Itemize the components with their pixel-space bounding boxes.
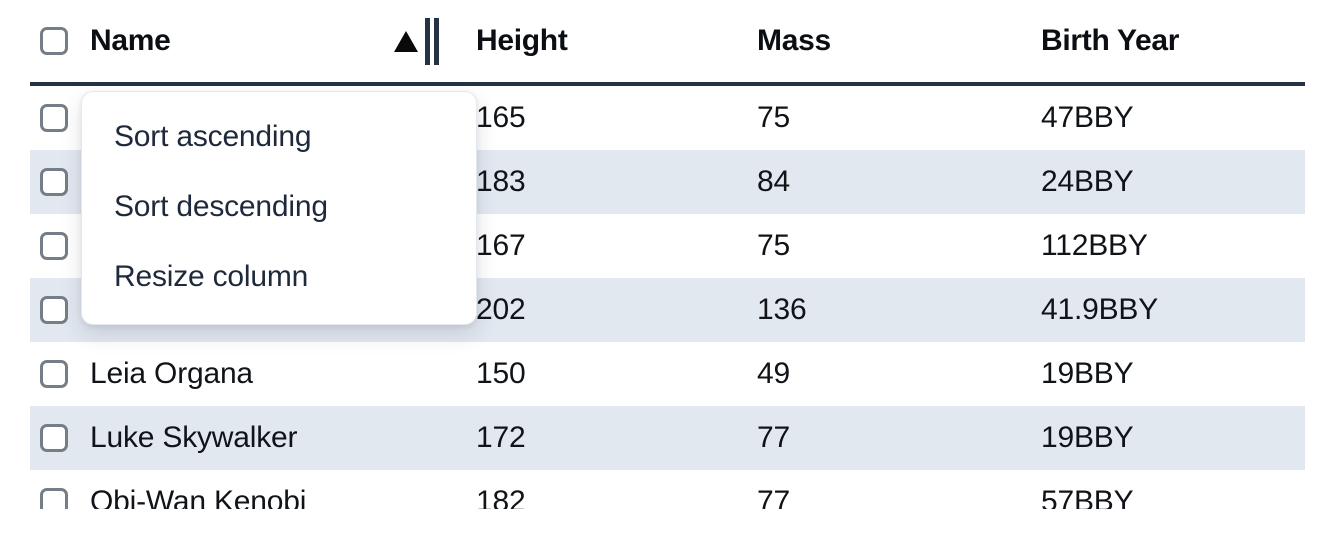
header-checkbox-cell bbox=[30, 27, 90, 55]
cell-mass: 84 bbox=[757, 165, 790, 198]
row-checkbox[interactable] bbox=[40, 168, 68, 196]
cell-name: Leia Organa bbox=[90, 357, 253, 390]
table-header-row: Name Height Mass Birth Year bbox=[30, 0, 1305, 86]
column-header-birth-year[interactable]: Birth Year bbox=[1041, 24, 1180, 57]
row-checkbox[interactable] bbox=[40, 104, 68, 132]
cell-birth-year: 57BBY bbox=[1041, 485, 1134, 509]
cell-height: 202 bbox=[476, 293, 526, 326]
cell-mass: 75 bbox=[757, 229, 790, 262]
cell-height: 172 bbox=[476, 421, 526, 454]
column-resize-handle[interactable] bbox=[425, 17, 439, 65]
cell-height: 150 bbox=[476, 357, 526, 390]
column-header-mass[interactable]: Mass bbox=[757, 24, 831, 57]
table-row: Leia Organa 150 49 19BBY bbox=[30, 342, 1305, 406]
column-context-menu: Sort ascending Sort descending Resize co… bbox=[81, 91, 477, 325]
column-header-name[interactable]: Name bbox=[90, 0, 476, 82]
table-row: 167 75 112BBY bbox=[30, 214, 1305, 278]
cell-mass: 77 bbox=[757, 485, 790, 509]
cell-birth-year: 47BBY bbox=[1041, 101, 1134, 134]
table-scroll-area: Name Height Mass Birth Year 165 75 47BBY… bbox=[30, 0, 1305, 509]
cell-height: 167 bbox=[476, 229, 526, 262]
table-row: 165 75 47BBY bbox=[30, 86, 1305, 150]
row-checkbox[interactable] bbox=[40, 232, 68, 260]
table-row: Obi-Wan Kenobi 182 77 57BBY bbox=[30, 470, 1305, 509]
row-checkbox[interactable] bbox=[40, 488, 68, 509]
cell-birth-year: 19BBY bbox=[1041, 357, 1134, 390]
cell-name: Luke Skywalker bbox=[90, 421, 298, 454]
menu-item-sort-descending[interactable]: Sort descending bbox=[114, 190, 328, 223]
cell-birth-year: 19BBY bbox=[1041, 421, 1134, 454]
menu-item-sort-ascending[interactable]: Sort ascending bbox=[114, 120, 312, 153]
cell-mass: 136 bbox=[757, 293, 807, 326]
table-row: 202 136 41.9BBY bbox=[30, 278, 1305, 342]
cell-birth-year: 41.9BBY bbox=[1041, 293, 1159, 326]
column-header-name-label: Name bbox=[90, 24, 171, 57]
table-row: Luke Skywalker 172 77 19BBY bbox=[30, 406, 1305, 470]
sort-ascending-icon bbox=[394, 30, 418, 52]
row-checkbox[interactable] bbox=[40, 296, 68, 324]
cell-height: 165 bbox=[476, 101, 526, 134]
cell-height: 182 bbox=[476, 485, 526, 509]
cell-height: 183 bbox=[476, 165, 526, 198]
row-checkbox[interactable] bbox=[40, 424, 68, 452]
select-all-checkbox[interactable] bbox=[40, 27, 68, 55]
cell-birth-year: 24BBY bbox=[1041, 165, 1134, 198]
cell-mass: 77 bbox=[757, 421, 790, 454]
row-checkbox[interactable] bbox=[40, 360, 68, 388]
data-table: Name Height Mass Birth Year 165 75 47BBY… bbox=[30, 0, 1305, 509]
menu-item-resize-column[interactable]: Resize column bbox=[114, 260, 309, 293]
cell-mass: 49 bbox=[757, 357, 790, 390]
cell-mass: 75 bbox=[757, 101, 790, 134]
cell-birth-year: 112BBY bbox=[1041, 229, 1148, 262]
cell-name: Obi-Wan Kenobi bbox=[90, 485, 307, 509]
column-header-height[interactable]: Height bbox=[476, 24, 568, 57]
